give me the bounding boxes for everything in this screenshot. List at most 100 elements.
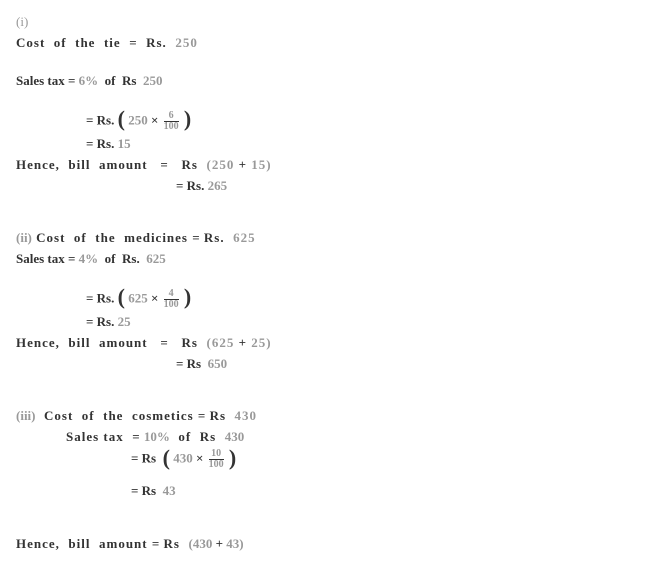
paren-close: ) <box>184 284 191 309</box>
rs: Rs <box>200 429 216 444</box>
tax-label: Sales tax <box>16 73 65 88</box>
bill-result-i: = Rs. 265 <box>16 177 633 195</box>
rs: Rs <box>187 356 201 371</box>
amount: amount <box>99 157 148 172</box>
of: of <box>105 251 116 266</box>
part-iii-label: (iii) <box>16 408 36 423</box>
hence-line-ii: Hence, bill amount = Rs (625 + 25) <box>16 334 633 352</box>
tax-line-iii: Sales tax = 10% of Rs 430 <box>16 428 633 446</box>
paren: (625 + 25) <box>206 335 271 350</box>
value: 43 <box>163 483 176 498</box>
of: of <box>178 429 191 444</box>
rs: Rs <box>142 483 156 498</box>
hence: Hence, <box>16 536 60 551</box>
fraction: 6 100 <box>164 111 179 132</box>
denominator: 100 <box>209 459 224 470</box>
fraction: 10 100 <box>209 449 224 470</box>
hence: Hence, <box>16 335 60 350</box>
cost-line-i: Cost of the tie = Rs. 250 <box>16 34 633 52</box>
cost-line-iii: (iii) Cost of the cosmetics = Rs 430 <box>16 407 633 425</box>
rate: 10% <box>144 429 170 444</box>
cost-word: Cost <box>44 408 73 423</box>
bill: bill <box>68 157 90 172</box>
base: 430 <box>225 429 245 444</box>
paren-open: ( <box>118 284 125 309</box>
value: 625 <box>233 230 256 245</box>
eq: = <box>160 157 168 172</box>
rs: Rs <box>164 536 180 551</box>
bill: bill <box>68 335 90 350</box>
denominator: 100 <box>164 299 179 310</box>
paren: (430 + 43) <box>188 536 243 551</box>
eq: = <box>68 251 75 266</box>
eq: = <box>68 73 75 88</box>
rs: Rs <box>210 408 226 423</box>
rs: Rs. <box>122 251 140 266</box>
paren-open: ( <box>163 445 170 470</box>
value: 15 <box>118 136 131 151</box>
eq: = <box>192 230 199 245</box>
part-ii-label: (ii) <box>16 230 32 245</box>
tax-label: Sales tax <box>16 251 65 266</box>
amount: amount <box>99 335 148 350</box>
rs: Rs. <box>97 112 115 127</box>
a: 430 <box>173 451 193 466</box>
value: 430 <box>235 408 258 423</box>
value: 250 <box>175 35 198 50</box>
calc-line-i: = Rs. ( 250 × 6 100 ) <box>16 111 633 132</box>
a: 250 <box>128 112 148 127</box>
bill: bill <box>68 536 90 551</box>
cost-line-ii: (ii) Cost of the medicines = Rs. 625 <box>16 229 633 247</box>
eq: = <box>86 112 93 127</box>
rs: Rs. <box>97 136 115 151</box>
paren-close: ) <box>184 106 191 131</box>
calc-line-ii: = Rs. ( 625 × 4 100 ) <box>16 289 633 310</box>
of: of <box>82 408 95 423</box>
eq: = <box>152 536 159 551</box>
eq: = <box>86 290 93 305</box>
value: 650 <box>208 356 228 371</box>
amount: amount <box>99 536 148 551</box>
rate: 4% <box>79 251 99 266</box>
value: 265 <box>208 178 228 193</box>
rate: 6% <box>79 73 99 88</box>
numerator: 10 <box>209 449 224 459</box>
rs: Rs. <box>146 35 167 50</box>
eq: = <box>129 35 137 50</box>
value: 25 <box>118 314 131 329</box>
mult: × <box>151 112 158 127</box>
rs: Rs <box>182 157 198 172</box>
a: 625 <box>128 290 148 305</box>
calc-line-iii: = Rs ( 430 × 10 100 ) <box>16 449 633 470</box>
rs: Rs. <box>204 230 225 245</box>
paren-open: ( <box>118 106 125 131</box>
mult: × <box>151 290 158 305</box>
denominator: 100 <box>164 121 179 132</box>
eq: = <box>132 429 139 444</box>
the: the <box>103 408 123 423</box>
tax-result-ii: = Rs. 25 <box>16 313 633 331</box>
eq: = <box>160 335 168 350</box>
base: 250 <box>143 73 163 88</box>
of: of <box>54 35 67 50</box>
item: tie <box>104 35 121 50</box>
eq: = <box>176 178 183 193</box>
numerator: 4 <box>164 289 179 299</box>
bill-result-ii: = Rs 650 <box>16 355 633 373</box>
part-i-label: (i) <box>16 13 633 31</box>
the: the <box>75 35 95 50</box>
paren: (250 + 15) <box>206 157 271 172</box>
mult: × <box>196 451 203 466</box>
hence-line-iii: Hence, bill amount = Rs (430 + 43) <box>16 535 633 553</box>
of: of <box>74 230 87 245</box>
numerator: 6 <box>164 111 179 121</box>
item: cosmetics <box>132 408 194 423</box>
rs: Rs <box>122 73 136 88</box>
eq: = <box>131 451 138 466</box>
eq: = <box>131 483 138 498</box>
rs: Rs. <box>187 178 205 193</box>
the: the <box>95 230 115 245</box>
eq: = <box>198 408 205 423</box>
eq: = <box>176 356 183 371</box>
tax-result-iii: = Rs 43 <box>16 482 633 500</box>
